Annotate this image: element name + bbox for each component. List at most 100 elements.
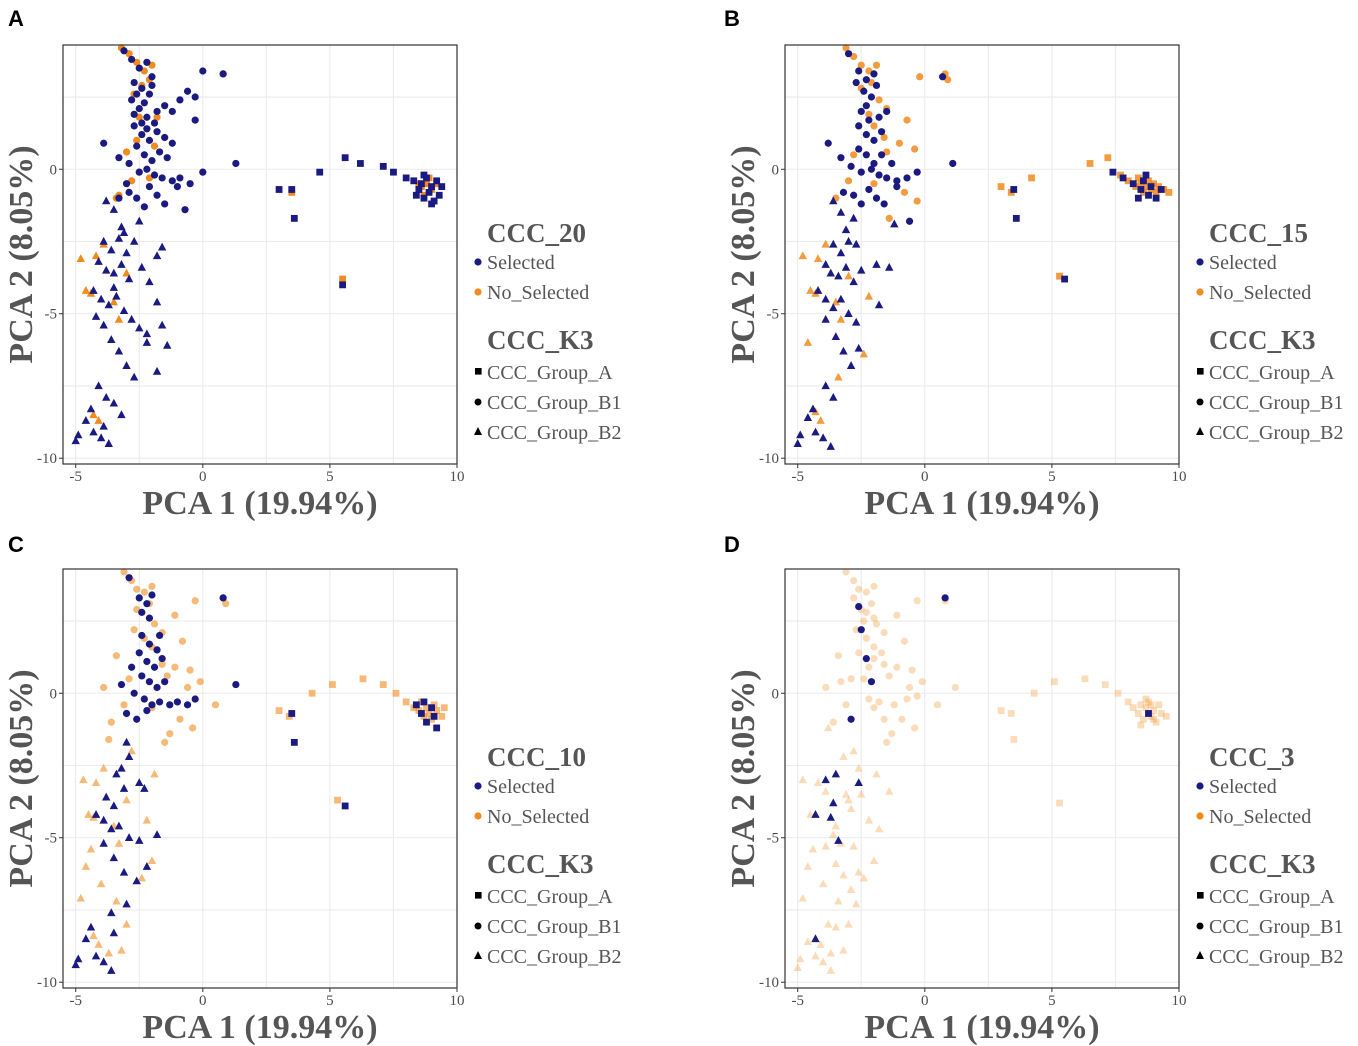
selected-B1-point bbox=[168, 139, 176, 147]
selected-B1-point bbox=[138, 119, 146, 127]
selected-B2-point bbox=[851, 317, 861, 326]
legend-group-b2-key bbox=[474, 427, 482, 435]
no-selected-B1-point bbox=[834, 652, 842, 660]
selected-B1-point bbox=[122, 709, 131, 718]
selected-B1-point bbox=[199, 67, 207, 75]
no-selected-B1-point bbox=[911, 724, 919, 732]
selected-B1-point bbox=[191, 116, 199, 124]
no-selected-B1-point bbox=[842, 568, 850, 576]
no-selected-B1-point bbox=[933, 701, 942, 709]
selected-B2-point bbox=[119, 867, 129, 876]
no-selected-B1-point bbox=[837, 678, 845, 686]
selected-B2-point bbox=[872, 260, 881, 268]
selected-B2-point bbox=[89, 427, 98, 436]
selected-B2-point bbox=[135, 216, 144, 225]
plot-background bbox=[63, 569, 457, 988]
no-selected-B2-point bbox=[99, 763, 108, 772]
no-selected-A-point bbox=[1155, 701, 1163, 709]
selected-B2-point bbox=[109, 853, 119, 862]
selected-B2-point bbox=[841, 262, 851, 271]
selected-B1-point bbox=[870, 136, 878, 144]
no-selected-A-point bbox=[329, 681, 336, 688]
legend-group-b1-key bbox=[474, 922, 482, 930]
selected-A-point bbox=[428, 200, 435, 208]
selected-B1-point bbox=[150, 171, 159, 179]
selected-B2-point bbox=[152, 366, 162, 375]
no-selected-B1-point bbox=[112, 652, 120, 660]
no-selected-B2-point bbox=[831, 922, 841, 931]
y-tick-label: 0 bbox=[772, 162, 780, 178]
no-selected-B1-point bbox=[150, 142, 159, 150]
selected-B2-point bbox=[122, 737, 131, 746]
x-axis-title: PCA 1 (19.94%) bbox=[864, 1009, 1099, 1046]
no-selected-B1-point bbox=[122, 148, 131, 156]
no-selected-B2-point bbox=[84, 810, 93, 818]
no-selected-B1-point bbox=[148, 582, 156, 590]
legend-group-a-key bbox=[1197, 892, 1204, 899]
no-selected-B2-point bbox=[79, 775, 88, 784]
legend: CCC_15 Selected No_Selected CCC_K3 CCC_Group… bbox=[1196, 218, 1343, 444]
selected-B1-point bbox=[875, 171, 883, 179]
no-selected-B1-point bbox=[844, 177, 853, 185]
no-selected-A-point bbox=[1142, 704, 1150, 712]
y-tick-label: -5 bbox=[767, 831, 780, 847]
no-selected-A-point bbox=[433, 707, 441, 714]
selected-B1-point bbox=[161, 102, 169, 110]
no-selected-B1-point bbox=[893, 663, 901, 671]
no-selected-A-point bbox=[1129, 704, 1137, 712]
selected-B1-point bbox=[862, 130, 870, 139]
no-selected-B2-point bbox=[127, 746, 136, 755]
y-tick-label: -10 bbox=[37, 451, 57, 467]
legend-group-b1-label: CCC_Group_B1 bbox=[1209, 916, 1343, 938]
selected-B1-point bbox=[155, 698, 164, 706]
legend-no-selected-label: No_Selected bbox=[1209, 282, 1311, 304]
x-axis-title: PCA 1 (19.94%) bbox=[142, 1009, 377, 1046]
selected-B1-point bbox=[173, 182, 181, 191]
selected-A-point bbox=[410, 177, 418, 185]
selected-B1-point bbox=[125, 574, 133, 582]
no-selected-B1-point bbox=[842, 701, 850, 709]
selected-A-point bbox=[1147, 183, 1155, 190]
selected-B1-point bbox=[949, 159, 957, 168]
selected-B2-point bbox=[86, 922, 96, 931]
no-selected-B1-point bbox=[183, 683, 192, 692]
selected-B1-point bbox=[140, 203, 148, 211]
no-selected-B1-point bbox=[850, 594, 858, 602]
selected-B2-point bbox=[829, 196, 838, 205]
selected-B2-point bbox=[135, 778, 144, 787]
selected-B1-point bbox=[883, 107, 891, 116]
selected-B2-point bbox=[829, 392, 838, 401]
no-selected-B2-point bbox=[844, 271, 853, 280]
selected-A-point bbox=[1119, 174, 1127, 182]
selected-B1-point bbox=[128, 663, 136, 671]
no-selected-B1-point bbox=[918, 678, 926, 686]
selected-B2-point bbox=[140, 784, 149, 792]
no-selected-B1-point bbox=[888, 730, 896, 738]
no-selected-A-point bbox=[1150, 715, 1157, 723]
selected-A-point bbox=[1137, 186, 1145, 193]
legend-group-b1-key bbox=[1196, 398, 1204, 406]
no-selected-B1-point bbox=[852, 626, 860, 634]
selected-B2-point bbox=[135, 836, 144, 844]
selected-B1-point bbox=[862, 151, 870, 159]
selected-B1-point bbox=[865, 116, 873, 124]
no-selected-B2-point bbox=[831, 859, 841, 867]
selected-B1-point bbox=[158, 654, 166, 663]
selected-B1-point bbox=[145, 136, 154, 144]
selected-B1-point bbox=[186, 180, 194, 188]
no-selected-B1-point bbox=[883, 738, 891, 746]
selected-B1-point bbox=[140, 151, 148, 159]
no-selected-B1-point bbox=[857, 61, 865, 69]
no-selected-B1-point bbox=[120, 568, 128, 576]
selected-B2-point bbox=[107, 824, 116, 833]
selected-B1-point bbox=[855, 122, 863, 130]
y-tick-label: -10 bbox=[37, 975, 57, 991]
no-selected-B1-point bbox=[870, 704, 878, 712]
selected-B1-point bbox=[133, 90, 141, 98]
no-selected-A-point bbox=[379, 681, 387, 688]
legend-selected-key bbox=[474, 258, 482, 266]
no-selected-B2-point bbox=[150, 769, 159, 778]
no-selected-B2-point bbox=[803, 937, 813, 945]
no-selected-B2-point bbox=[91, 251, 101, 260]
no-selected-B2-point bbox=[829, 830, 838, 839]
